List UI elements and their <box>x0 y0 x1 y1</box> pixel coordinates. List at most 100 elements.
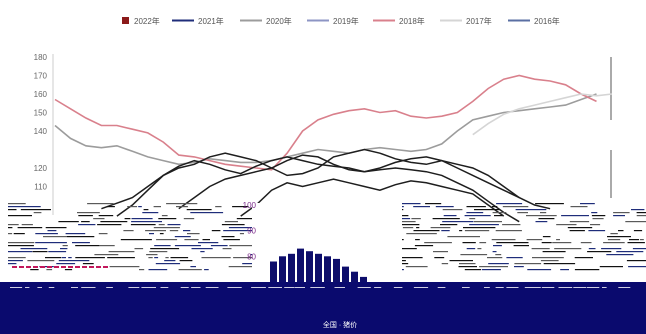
overlap-stroke <box>538 218 555 220</box>
inset-bar-10 <box>360 276 367 282</box>
overlap-stroke <box>474 221 502 223</box>
overlap-stroke <box>198 242 219 244</box>
overlap-stroke <box>8 233 13 235</box>
overlap-stroke <box>149 233 154 235</box>
band-stroke <box>462 287 470 288</box>
overlap-stroke <box>540 212 547 214</box>
overlap-stroke <box>464 215 491 217</box>
overlap-stroke <box>134 248 144 250</box>
band-stroke <box>180 287 189 288</box>
overlap-stroke <box>492 212 507 214</box>
overlap-stroke <box>466 206 486 208</box>
band-stroke <box>524 287 541 288</box>
band-stroke <box>227 287 242 288</box>
overlap-stroke <box>616 251 644 253</box>
band-stroke <box>506 287 519 288</box>
overlap-stroke <box>27 260 55 262</box>
overlap-stroke <box>228 227 255 229</box>
overlap-stroke <box>443 215 457 217</box>
overlap-stroke <box>201 257 231 259</box>
overlap-stroke <box>435 206 454 208</box>
overlap-stroke <box>535 221 548 223</box>
overlap-stroke <box>496 203 523 205</box>
overlap-stroke <box>174 236 191 238</box>
bottom-band-bg <box>0 282 646 334</box>
overlap-stroke <box>466 248 476 250</box>
overlap-stroke <box>149 251 168 253</box>
overlap-stroke <box>532 257 564 259</box>
overlap-stroke <box>540 260 559 262</box>
band-stroke <box>602 287 607 288</box>
overlap-stroke <box>190 212 224 214</box>
overlap-stroke <box>552 242 572 244</box>
inset-bar-2 <box>288 253 295 282</box>
overlap-stroke <box>17 227 43 229</box>
band-stroke <box>284 287 294 288</box>
overlap-stroke <box>459 263 476 265</box>
overlap-stroke <box>159 233 164 235</box>
bottom-band: 全国 · 猪价 <box>0 282 646 334</box>
overlap-stroke <box>502 224 521 226</box>
overlap-stroke <box>45 227 67 229</box>
overlap-stroke <box>221 236 235 238</box>
overlap-stroke <box>77 212 100 214</box>
overlap-stroke <box>495 254 502 256</box>
overlap-stroke <box>107 257 135 259</box>
overlap-stroke <box>411 218 421 220</box>
overlap-stroke <box>100 221 128 223</box>
overlap-stroke <box>154 257 159 259</box>
overlap-stroke <box>432 218 460 220</box>
overlap-stroke <box>493 245 502 247</box>
overlap-stroke <box>223 239 240 241</box>
overlap-stroke <box>607 236 631 238</box>
overlap-stroke <box>626 260 646 262</box>
overlap-stroke <box>98 215 114 217</box>
overlap-stroke <box>78 215 93 217</box>
overlap-stroke <box>215 206 222 208</box>
band-stroke <box>294 287 305 288</box>
overlap-stroke <box>75 245 100 247</box>
overlap-stroke <box>607 239 621 241</box>
overlap-stroke <box>30 269 39 271</box>
inset-bar-8 <box>342 266 349 282</box>
overlap-stroke <box>574 269 600 271</box>
overlap-stroke <box>526 239 543 241</box>
accent-dash <box>12 266 17 268</box>
overlap-stroke <box>229 245 259 247</box>
overlap-stroke <box>165 257 169 259</box>
overlap-stroke <box>464 230 490 232</box>
overlap-stroke <box>402 227 414 229</box>
overlap-stroke <box>601 248 622 250</box>
overlap-stroke <box>223 230 255 232</box>
overlap-stroke <box>58 221 79 223</box>
overlap-stroke <box>459 230 463 232</box>
inset-y-tick-90: 90 <box>247 227 256 236</box>
band-stroke <box>618 287 631 288</box>
dark-series-line-2 <box>178 154 520 210</box>
overlap-stroke <box>592 218 604 220</box>
overlap-stroke <box>531 248 550 250</box>
overlap-stroke <box>554 248 582 250</box>
overlap-stroke <box>515 209 547 211</box>
overlap-stroke <box>204 269 209 271</box>
overlap-stroke <box>567 227 593 229</box>
overlap-stroke <box>153 206 161 208</box>
overlap-stroke <box>580 203 595 205</box>
band-stroke <box>495 287 504 288</box>
overlap-stroke <box>148 257 153 259</box>
band-stroke <box>268 287 282 288</box>
overlap-stroke <box>120 239 152 241</box>
band-stroke <box>10 287 23 288</box>
overlap-stroke <box>61 257 66 259</box>
overlap-stroke <box>458 266 477 268</box>
overlap-stroke <box>39 266 54 268</box>
band-stroke <box>191 287 201 288</box>
overlap-stroke <box>492 251 497 253</box>
overlap-stroke <box>613 215 625 217</box>
y-tick-160: 160 <box>34 90 48 99</box>
overlap-stroke <box>109 266 140 268</box>
chart-legend: 2022年 2021年 2020年 2019年 2018年 2017年 2016年 <box>122 16 560 26</box>
accent-dash <box>89 266 94 268</box>
band-stroke <box>25 287 30 288</box>
overlap-stroke <box>591 215 606 217</box>
